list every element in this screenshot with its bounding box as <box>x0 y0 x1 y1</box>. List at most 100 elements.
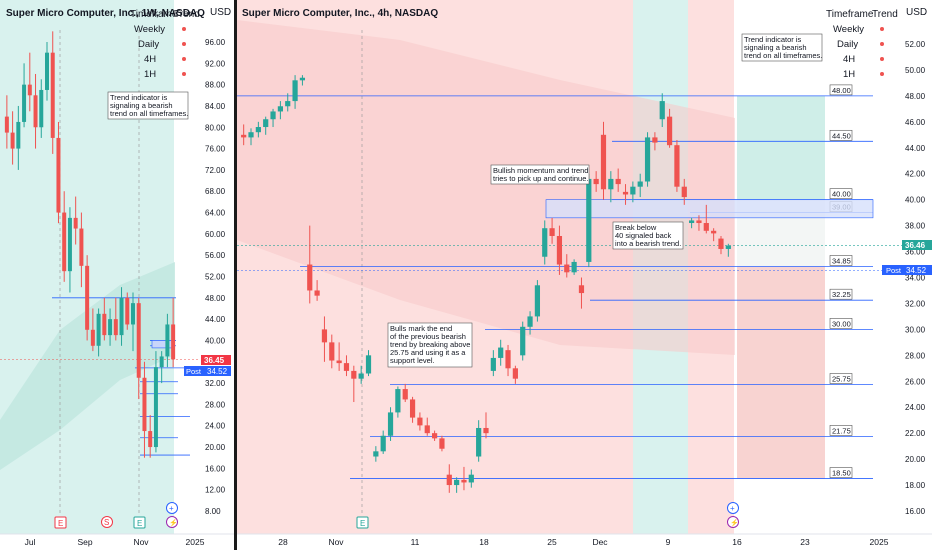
right-trend-dot-4h <box>880 57 884 61</box>
left-event-earnings-2-glyph: E <box>137 519 142 528</box>
right-level-label: 44.50 <box>832 131 851 140</box>
right-x-tick: 16 <box>732 537 742 547</box>
right-candle-20 <box>387 412 394 436</box>
left-y-tick: 16.00 <box>205 464 226 473</box>
right-candle-58 <box>666 116 673 146</box>
left-candle-3 <box>22 84 27 122</box>
right-candle-4 <box>270 111 276 120</box>
right-level-label-box <box>829 288 853 300</box>
left-event-split[interactable]: S <box>101 516 113 528</box>
right-candle-15 <box>351 370 357 379</box>
left-event-earnings-1[interactable]: E <box>54 516 67 529</box>
right-candle-59 <box>674 145 680 187</box>
right-candle-26 <box>431 433 438 439</box>
right-candle-56 <box>652 137 658 143</box>
right-level-label-box <box>829 188 853 199</box>
right-annotation-bearish[interactable]: Trend indicator is signaling a bearish t… <box>741 33 822 62</box>
right-candle-35 <box>498 347 504 358</box>
left-chart-title: Super Micro Computer, Inc., 1W, NASDAQ <box>6 8 205 19</box>
left-y-tick: 20.00 <box>205 443 226 452</box>
left-trend-dot-4h <box>182 57 186 61</box>
right-candle-27 <box>439 438 445 449</box>
left-y-tick: 24.00 <box>205 422 226 431</box>
right-zone-box <box>545 199 874 219</box>
left-timeframe-header: Timeframe <box>130 9 178 20</box>
right-level-label: 18.50 <box>832 469 851 478</box>
right-candle-5 <box>277 106 283 112</box>
right-currency-label[interactable]: USD <box>906 7 927 18</box>
right-y-tick: 50.00 <box>905 66 926 75</box>
right-level-label: 21.75 <box>832 426 851 435</box>
right-candle-46 <box>578 285 585 294</box>
right-candle-64 <box>711 230 717 234</box>
left-currency-label[interactable]: USD <box>210 7 231 18</box>
time-axes[interactable]: Jul Sep Nov 2025 28 Nov 11 18 25 Dec 9 16 23 2025 <box>0 533 932 547</box>
left-tf-row-daily: Daily <box>138 39 159 50</box>
left-y-tick: 52.00 <box>205 273 226 282</box>
right-level-label: 32.25 <box>832 290 851 299</box>
left-candle-15 <box>90 329 95 346</box>
right-annotation-bulls-mark[interactable]: Bulls mark the end of the previous beari… <box>387 322 473 368</box>
right-annotation-break-below[interactable]: Break below 40 signaled back into a bear… <box>612 221 684 250</box>
left-y-tick: 12.00 <box>205 486 226 495</box>
right-price-axis[interactable]: 16.00 18.00 20.00 22.00 24.00 26.00 28.00 30.00… <box>905 40 926 516</box>
left-candle-25 <box>148 431 153 448</box>
right-candle-49 <box>600 134 607 190</box>
right-y-tick: 20.00 <box>905 455 926 464</box>
left-candle-16 <box>96 313 101 346</box>
right-candle-53 <box>630 186 636 195</box>
right-post-label: Post <box>886 266 902 275</box>
left-post-label: Post <box>186 367 202 376</box>
right-level-label: 48.00 <box>832 86 851 95</box>
right-annotation-bearish-line-1: Trend indicator is <box>744 35 801 44</box>
left-y-tick: 96.00 <box>205 38 226 47</box>
right-tf-row-4h: 4H <box>843 54 855 65</box>
left-y-tick: 56.00 <box>205 251 226 260</box>
right-candle-28 <box>446 474 452 486</box>
left-candle-22 <box>131 303 135 325</box>
left-y-tick: 80.00 <box>205 123 226 132</box>
panel-divider[interactable] <box>234 0 237 550</box>
right-event-earnings[interactable]: E <box>356 516 369 529</box>
right-y-tick: 48.00 <box>905 92 926 101</box>
right-candle-65 <box>718 238 724 249</box>
left-annotation-line-2: signaling a bearish <box>110 101 173 110</box>
right-level-label: 34.85 <box>832 256 851 265</box>
right-candle-61 <box>689 220 695 224</box>
right-timeframe-header: Timeframe <box>826 9 874 20</box>
right-x-tick: 11 <box>411 537 420 547</box>
right-candle-16 <box>358 373 364 379</box>
right-y-tick: 16.00 <box>905 507 926 516</box>
left-event-earnings-2[interactable]: E <box>133 516 146 529</box>
right-x-tick: 28 <box>278 537 288 547</box>
left-candles <box>4 31 176 458</box>
right-candle-47 <box>586 178 592 262</box>
right-annotation-break-line-1: Break below <box>615 223 657 232</box>
right-y-tick: 18.00 <box>905 481 926 490</box>
right-candle-0 <box>241 134 247 138</box>
left-candle-9 <box>56 137 61 213</box>
left-candle-12 <box>73 217 78 229</box>
left-annotation-box[interactable]: Trend indicator is signaling a bearish t… <box>107 91 188 120</box>
right-candles <box>241 75 731 493</box>
left-zone-box <box>151 340 175 349</box>
right-candle-62 <box>696 220 702 224</box>
right-y-tick: 32.00 <box>905 299 926 308</box>
right-level-label-box <box>829 425 853 436</box>
right-tf-row-daily: Daily <box>837 39 858 50</box>
left-post-price-text: 34.52 <box>207 367 228 376</box>
left-candle-10 <box>62 212 67 272</box>
right-post-price-tag: Post 34.52 <box>882 265 932 275</box>
left-event-news[interactable]: + ⚡ <box>166 502 178 528</box>
left-tf-row-weekly: Weekly <box>134 24 165 35</box>
right-annotation-break-line-3: into a bearish trend. <box>615 239 681 248</box>
right-candle-48 <box>593 178 599 185</box>
left-event-earnings-1-glyph: E <box>58 519 63 528</box>
right-y-tick: 36.00 <box>905 248 926 257</box>
right-event-news[interactable]: + ⚡ <box>727 502 739 528</box>
right-tf-row-1h: 1H <box>843 69 855 80</box>
left-price-axis[interactable]: 8.0012.0016.0020.0024.0028.0032.0036.004… <box>205 38 226 516</box>
right-annotation-bullish[interactable]: Bullish momentum and trend tries to pick… <box>490 164 590 185</box>
right-x-tick: 2025 <box>870 537 889 547</box>
